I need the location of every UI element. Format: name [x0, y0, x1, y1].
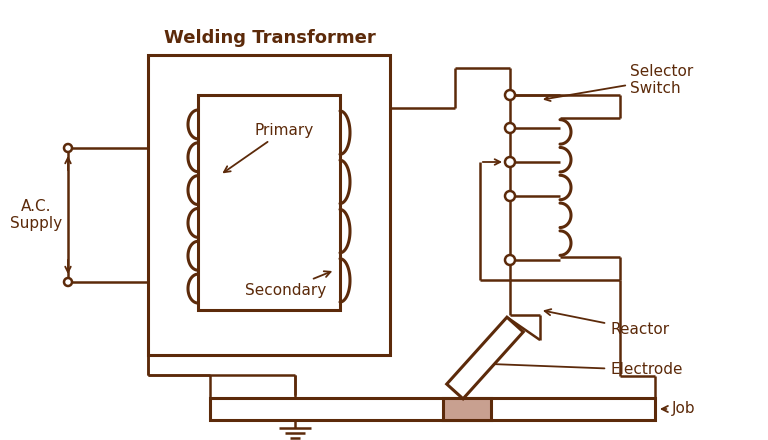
Circle shape — [505, 191, 515, 201]
Text: Secondary: Secondary — [245, 271, 330, 297]
Bar — [148, 55, 390, 355]
Text: Welding Transformer: Welding Transformer — [164, 29, 376, 47]
Polygon shape — [447, 317, 523, 399]
Text: Selector
Switch: Selector Switch — [630, 64, 694, 96]
Circle shape — [64, 278, 72, 286]
Text: Electrode: Electrode — [470, 360, 683, 378]
Text: Reactor: Reactor — [545, 309, 669, 337]
Circle shape — [505, 157, 515, 167]
Text: Primary: Primary — [224, 122, 314, 172]
Circle shape — [505, 255, 515, 265]
Circle shape — [64, 144, 72, 152]
Bar — [443, 398, 491, 420]
Text: Job: Job — [662, 401, 696, 417]
Bar — [198, 95, 340, 310]
Bar — [210, 398, 655, 420]
Circle shape — [505, 123, 515, 133]
Circle shape — [505, 90, 515, 100]
Text: A.C.
Supply: A.C. Supply — [10, 199, 62, 231]
